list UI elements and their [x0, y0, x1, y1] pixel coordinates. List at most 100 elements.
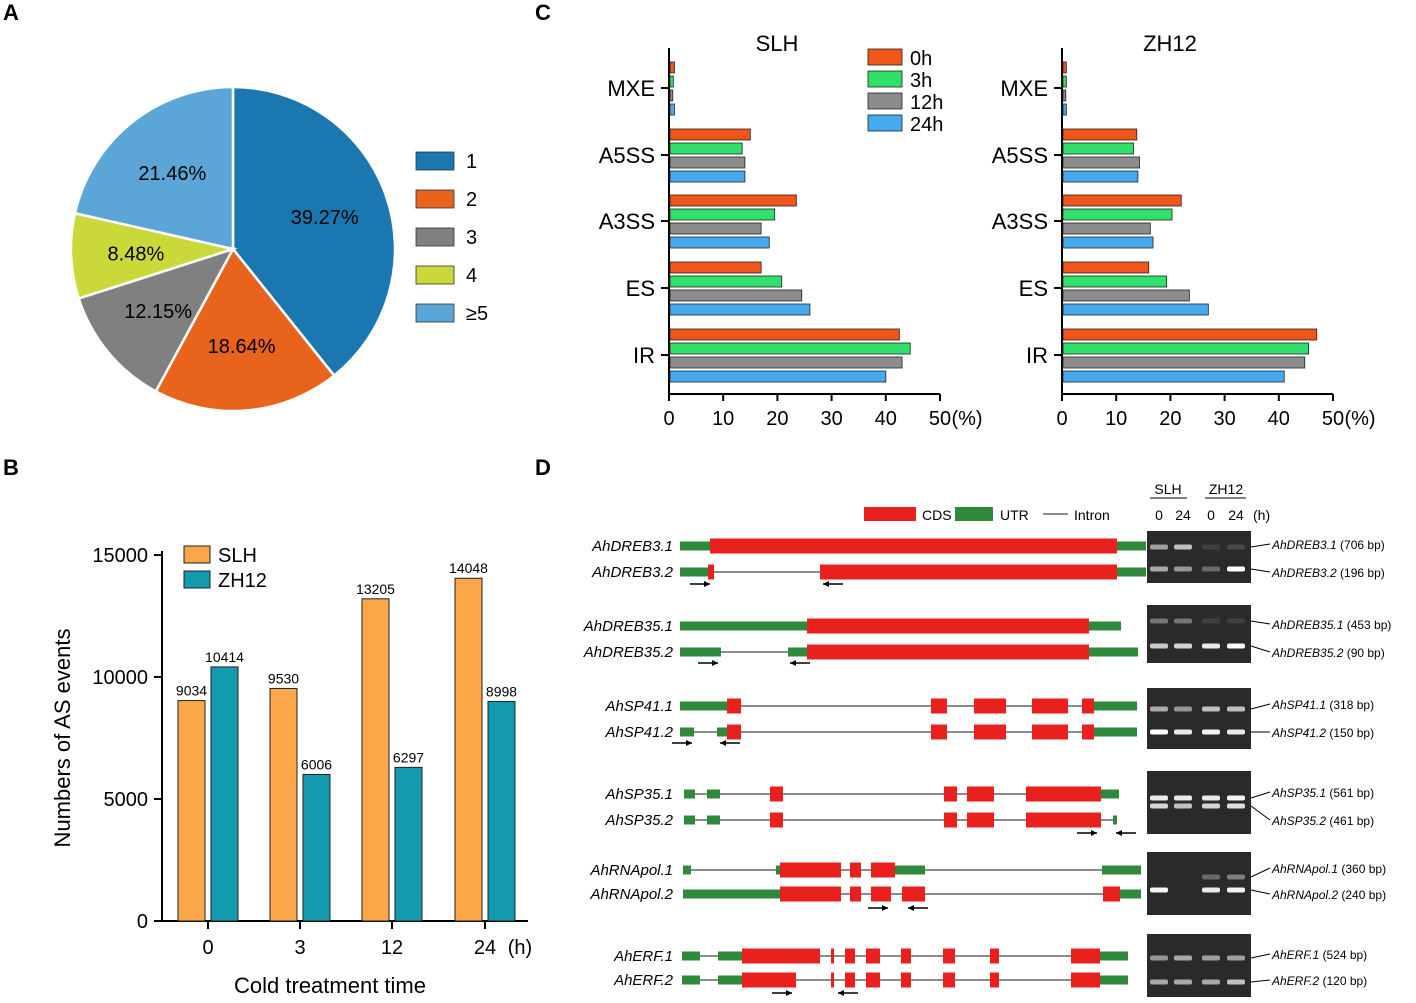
- d-isoform-label: AhSP41.2: [604, 724, 673, 741]
- d-utr-exon: [683, 889, 780, 899]
- c-y-tick-label: ES: [1019, 276, 1048, 301]
- d-cds-exon: [831, 972, 834, 988]
- pie-legend-label-1: 1: [466, 151, 477, 173]
- d-utr-exon: [1117, 567, 1146, 577]
- c-bar-zh12-ir-24h: [1062, 370, 1285, 383]
- d-gel-band: [1174, 795, 1192, 801]
- c-bar-zh12-a3ss-0h: [1062, 194, 1182, 207]
- d-gel-band: [1227, 979, 1245, 985]
- d-cds-exon: [943, 972, 955, 988]
- d-product-label: AhSP35.1 (561 bp): [1271, 786, 1374, 800]
- d-primer-arrowhead: [786, 990, 792, 996]
- c-bar-slh-mxe-24h: [669, 103, 675, 116]
- d-cds-exon: [944, 812, 957, 828]
- c-legend-swatch-24h: [867, 114, 903, 132]
- panel-label-a: A: [3, 0, 19, 25]
- d-gel-image: [1147, 531, 1251, 583]
- d-product-pointer: [1250, 953, 1271, 959]
- c-x-unit: (%): [951, 408, 982, 430]
- d-gel-header-slh: SLH: [1154, 481, 1181, 497]
- b-bar-slh-12: [361, 598, 390, 922]
- c-bar-slh-mxe-3h: [669, 75, 674, 88]
- d-product-pointer: [1250, 645, 1271, 653]
- d-cds-exon: [931, 724, 947, 740]
- c-bar-slh-mxe-12h: [669, 89, 674, 102]
- d-product-pointer: [1250, 703, 1271, 710]
- c-bar-zh12-a3ss-12h: [1062, 222, 1151, 235]
- c-y-tick-label: IR: [633, 343, 655, 368]
- b-legend-swatch-slh: [183, 545, 211, 564]
- b-y-tick-label: 10000: [92, 667, 148, 689]
- d-cds-exon: [710, 538, 1117, 554]
- d-utr-exon: [788, 647, 807, 657]
- pie-label-2: 18.64%: [208, 336, 276, 358]
- d-utr-exon: [1094, 727, 1137, 737]
- d-cds-exon: [1026, 786, 1101, 802]
- pie-legend-label-5: ≥5: [466, 303, 488, 325]
- d-isoform-label: AhDREB3.1: [591, 538, 673, 555]
- d-cds-exon: [1071, 948, 1100, 964]
- c-bar-zh12-a3ss-3h: [1062, 208, 1173, 221]
- d-gel-band: [1202, 874, 1220, 880]
- d-utr-exon: [680, 621, 807, 631]
- d-utr-exon: [718, 975, 742, 985]
- d-gel-band: [1202, 643, 1220, 649]
- d-primer-arrowhead: [882, 905, 888, 911]
- d-utr-exon: [1101, 789, 1119, 799]
- c-y-tick-label: A3SS: [599, 209, 655, 234]
- b-bar-zh12-3: [302, 773, 331, 922]
- d-utr-exon: [1094, 701, 1137, 711]
- b-value-label: 9530: [268, 670, 299, 686]
- d-gel-band: [1202, 803, 1220, 809]
- d-gel-band: [1202, 795, 1220, 801]
- d-gel-band: [1202, 729, 1220, 735]
- d-isoform-label: AhRNApol.2: [589, 886, 673, 903]
- panel-label-c: C: [535, 0, 551, 25]
- d-utr-exon: [1100, 951, 1128, 961]
- d-gel-band: [1174, 955, 1192, 961]
- d-gel-band: [1174, 979, 1192, 985]
- d-cds-exon: [902, 886, 925, 902]
- d-gel-image: [1147, 688, 1251, 749]
- d-cds-exon: [850, 886, 861, 902]
- c-bar-slh-es-3h: [669, 275, 783, 288]
- d-cds-exon: [967, 812, 994, 828]
- panel-b-bar-chart: 0 5000 10000 15000 Numbers of AS events 9034 1…: [50, 545, 532, 998]
- d-gel-band: [1227, 803, 1245, 809]
- b-bar-zh12-12: [394, 766, 423, 922]
- d-cds-exon: [807, 618, 1089, 634]
- d-isoform-label: AhSP35.2: [604, 812, 673, 829]
- d-isoform-label: AhRNApol.1: [589, 862, 673, 879]
- d-utr-exon: [707, 789, 720, 799]
- c-x-tick-label: 30: [820, 408, 842, 430]
- d-legend-cds-label: CDS: [922, 507, 952, 523]
- d-gel-band: [1150, 955, 1168, 961]
- d-product-label: AhDREB3.1 (706 bp): [1271, 538, 1385, 552]
- d-isoform-label: AhDREB35.1: [583, 618, 673, 635]
- c-bar-slh-a3ss-0h: [669, 194, 797, 207]
- c-bar-slh-es-0h: [669, 261, 762, 274]
- d-cds-exon: [1082, 724, 1094, 740]
- c-y-tick-label: MXE: [607, 76, 655, 101]
- c-y-tick-label: IR: [1026, 343, 1048, 368]
- d-product-pointer: [1250, 979, 1271, 983]
- d-gel-band: [1227, 618, 1245, 624]
- d-isoform-label: AhSP35.1: [604, 786, 673, 803]
- d-product-label: AhDREB3.2 (196 bp): [1271, 566, 1385, 580]
- d-cds-exon: [742, 948, 820, 964]
- b-value-label: 6006: [301, 756, 332, 772]
- c-x-tick-label: 0: [663, 408, 674, 430]
- d-product-label: AhERF.2 (120 bp): [1271, 974, 1367, 988]
- c-bar-zh12-ir-0h: [1062, 328, 1318, 341]
- d-gel-band: [1202, 979, 1220, 985]
- c-bar-zh12-mxe-12h: [1062, 89, 1067, 102]
- d-cds-exon: [901, 948, 911, 964]
- b-legend-label-slh: SLH: [218, 545, 257, 567]
- d-gel-lane-label: 24: [1228, 507, 1244, 523]
- d-utr-exon: [682, 951, 700, 961]
- b-bar-slh-24: [454, 577, 483, 922]
- d-gel-band: [1150, 729, 1168, 735]
- d-utr-exon: [680, 541, 710, 551]
- d-gel-lane-label: 24: [1175, 507, 1191, 523]
- c-x-tick-label: 20: [1159, 408, 1181, 430]
